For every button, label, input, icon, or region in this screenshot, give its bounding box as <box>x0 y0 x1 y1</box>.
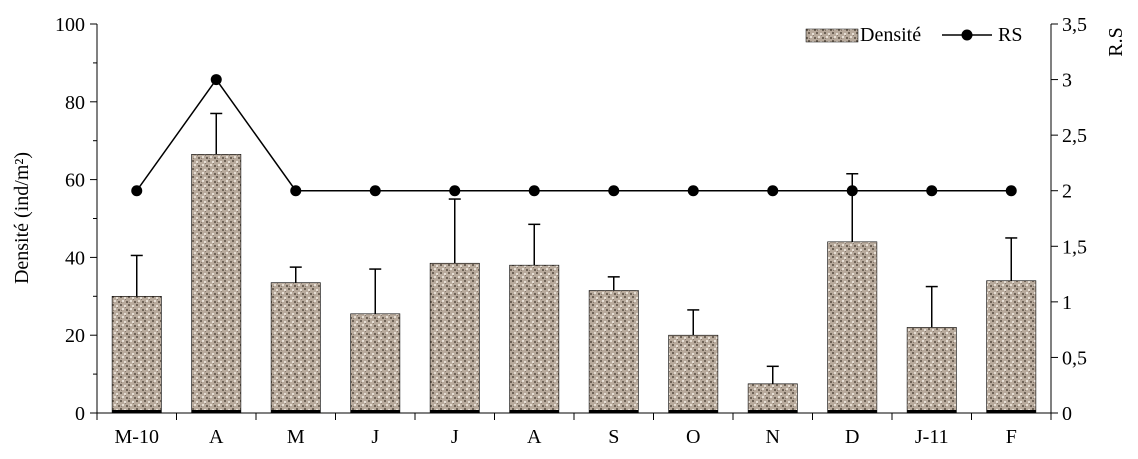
bar <box>350 313 401 414</box>
bar <box>509 264 560 414</box>
rs-point <box>608 185 620 197</box>
bar-base <box>748 410 798 413</box>
y-tick-label: 60 <box>65 170 85 192</box>
y-tick-label: 0 <box>75 403 85 425</box>
bar <box>270 282 321 414</box>
bar-base <box>668 410 718 413</box>
bar <box>588 290 639 414</box>
bar <box>827 241 878 414</box>
legend: Densité RS <box>805 24 1022 46</box>
y2-tick-label: 0 <box>1062 403 1072 425</box>
bar-base <box>509 410 559 413</box>
x-tick-label: D <box>845 426 859 448</box>
rs-point <box>926 185 938 197</box>
x-tick-label: M <box>287 426 305 448</box>
rs-point <box>528 185 540 197</box>
x-tick-label: A <box>209 426 224 448</box>
x-tick-label: J <box>371 426 379 448</box>
y-tick-label: 40 <box>65 247 85 269</box>
x-tick-label: M-10 <box>115 426 159 448</box>
rs-line <box>136 78 1012 192</box>
bar-base <box>907 410 957 413</box>
y-axis-label: Densité (ind/m²) <box>11 152 33 284</box>
rs-point <box>846 185 858 197</box>
y2-tick-label: 1 <box>1062 292 1072 314</box>
legend-line-label: RS <box>998 24 1022 46</box>
y2-tick-label: 3,5 <box>1062 14 1087 36</box>
bar <box>429 262 480 414</box>
bar <box>986 280 1037 414</box>
x-tick-label: O <box>686 426 700 448</box>
rs-point <box>290 185 302 197</box>
bar-base <box>350 410 400 413</box>
rs-point <box>369 185 381 197</box>
x-tick-label: F <box>1006 426 1017 448</box>
bar <box>747 383 798 414</box>
bar <box>111 295 162 414</box>
x-tick-label: J-11 <box>915 426 949 448</box>
bar-base <box>430 410 480 413</box>
bar <box>906 327 957 414</box>
rs-point <box>1005 185 1017 197</box>
y2-tick-label: 1,5 <box>1062 236 1087 258</box>
legend-bar-label: Densité <box>860 24 921 46</box>
bar <box>668 334 719 414</box>
bar-base <box>589 410 639 413</box>
x-tick-label: N <box>766 426 780 448</box>
rs-point <box>687 185 699 197</box>
x-tick-label: A <box>527 426 542 448</box>
y-tick-label: 100 <box>55 14 85 36</box>
bar-base <box>112 410 162 413</box>
x-tick-label: S <box>608 426 619 448</box>
y-tick-label: 80 <box>65 92 85 114</box>
rs-point <box>210 74 222 86</box>
bar-base <box>827 410 877 413</box>
y2-axis-label: R.S <box>1105 27 1127 56</box>
y-tick-label: 20 <box>65 325 85 347</box>
rs-point <box>131 185 143 197</box>
bar-base <box>191 410 241 413</box>
legend-line-marker <box>961 29 973 41</box>
rs-point <box>449 185 461 197</box>
y2-tick-label: 2 <box>1062 181 1072 203</box>
legend-bar-swatch <box>805 28 859 43</box>
plot-area: 0 20 40 60 80 100 0 0,5 1 1,5 2 2,5 3 3,5 M-10 A M J J A S O N… <box>55 14 1087 448</box>
rs-point <box>767 185 779 197</box>
y2-tick-label: 3 <box>1062 70 1072 92</box>
x-tick-label: J <box>451 426 459 448</box>
bar-base <box>271 410 321 413</box>
bar-base <box>986 410 1036 413</box>
bar <box>191 154 242 414</box>
y2-tick-label: 2,5 <box>1062 125 1087 147</box>
y2-tick-label: 0,5 <box>1062 347 1087 369</box>
